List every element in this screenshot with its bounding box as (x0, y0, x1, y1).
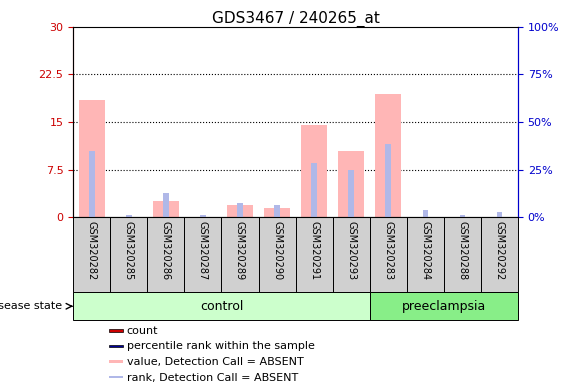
Text: count: count (127, 326, 158, 336)
FancyBboxPatch shape (444, 217, 481, 293)
Text: GSM320286: GSM320286 (161, 221, 171, 280)
Text: value, Detection Call = ABSENT: value, Detection Call = ABSENT (127, 357, 303, 367)
FancyBboxPatch shape (370, 217, 406, 293)
FancyBboxPatch shape (73, 217, 110, 293)
Text: GSM320282: GSM320282 (87, 221, 97, 280)
Bar (459, 215, 465, 217)
Text: GSM320284: GSM320284 (421, 221, 430, 280)
FancyBboxPatch shape (110, 217, 148, 293)
Bar (109, 344, 123, 347)
Bar (386, 144, 391, 217)
FancyBboxPatch shape (333, 217, 370, 293)
Bar (338, 151, 364, 217)
Text: GSM320287: GSM320287 (198, 221, 208, 280)
Text: preeclampsia: preeclampsia (402, 300, 486, 313)
Text: GSM320293: GSM320293 (346, 221, 356, 280)
FancyBboxPatch shape (258, 217, 296, 293)
Text: GSM320289: GSM320289 (235, 221, 245, 280)
FancyBboxPatch shape (296, 217, 333, 293)
Bar (422, 210, 428, 217)
Text: disease state: disease state (0, 301, 62, 311)
Bar (79, 100, 105, 217)
Bar (237, 204, 243, 217)
Bar (264, 208, 290, 217)
Bar (109, 376, 123, 378)
Bar (227, 205, 253, 217)
Bar (153, 202, 179, 217)
Text: GSM320292: GSM320292 (494, 221, 504, 280)
Text: GSM320290: GSM320290 (272, 221, 282, 280)
Title: GDS3467 / 240265_at: GDS3467 / 240265_at (212, 11, 379, 27)
Bar (163, 193, 169, 217)
Bar (200, 215, 205, 217)
Bar (274, 205, 280, 217)
Text: rank, Detection Call = ABSENT: rank, Detection Call = ABSENT (127, 373, 298, 383)
Bar (109, 360, 123, 363)
FancyBboxPatch shape (148, 217, 185, 293)
FancyBboxPatch shape (370, 293, 518, 320)
FancyBboxPatch shape (481, 217, 518, 293)
FancyBboxPatch shape (406, 217, 444, 293)
Bar (376, 94, 401, 217)
Text: GSM320285: GSM320285 (124, 221, 134, 280)
Bar (301, 125, 327, 217)
Bar (126, 215, 132, 217)
Bar (348, 170, 354, 217)
Bar (311, 164, 317, 217)
Bar (89, 151, 95, 217)
Text: GSM320291: GSM320291 (309, 221, 319, 280)
Text: GSM320283: GSM320283 (383, 221, 393, 280)
FancyBboxPatch shape (73, 293, 370, 320)
Text: control: control (200, 300, 243, 313)
Bar (109, 329, 123, 331)
Text: percentile rank within the sample: percentile rank within the sample (127, 341, 315, 351)
Text: GSM320288: GSM320288 (457, 221, 467, 280)
Bar (497, 212, 502, 217)
FancyBboxPatch shape (185, 217, 221, 293)
FancyBboxPatch shape (221, 217, 258, 293)
